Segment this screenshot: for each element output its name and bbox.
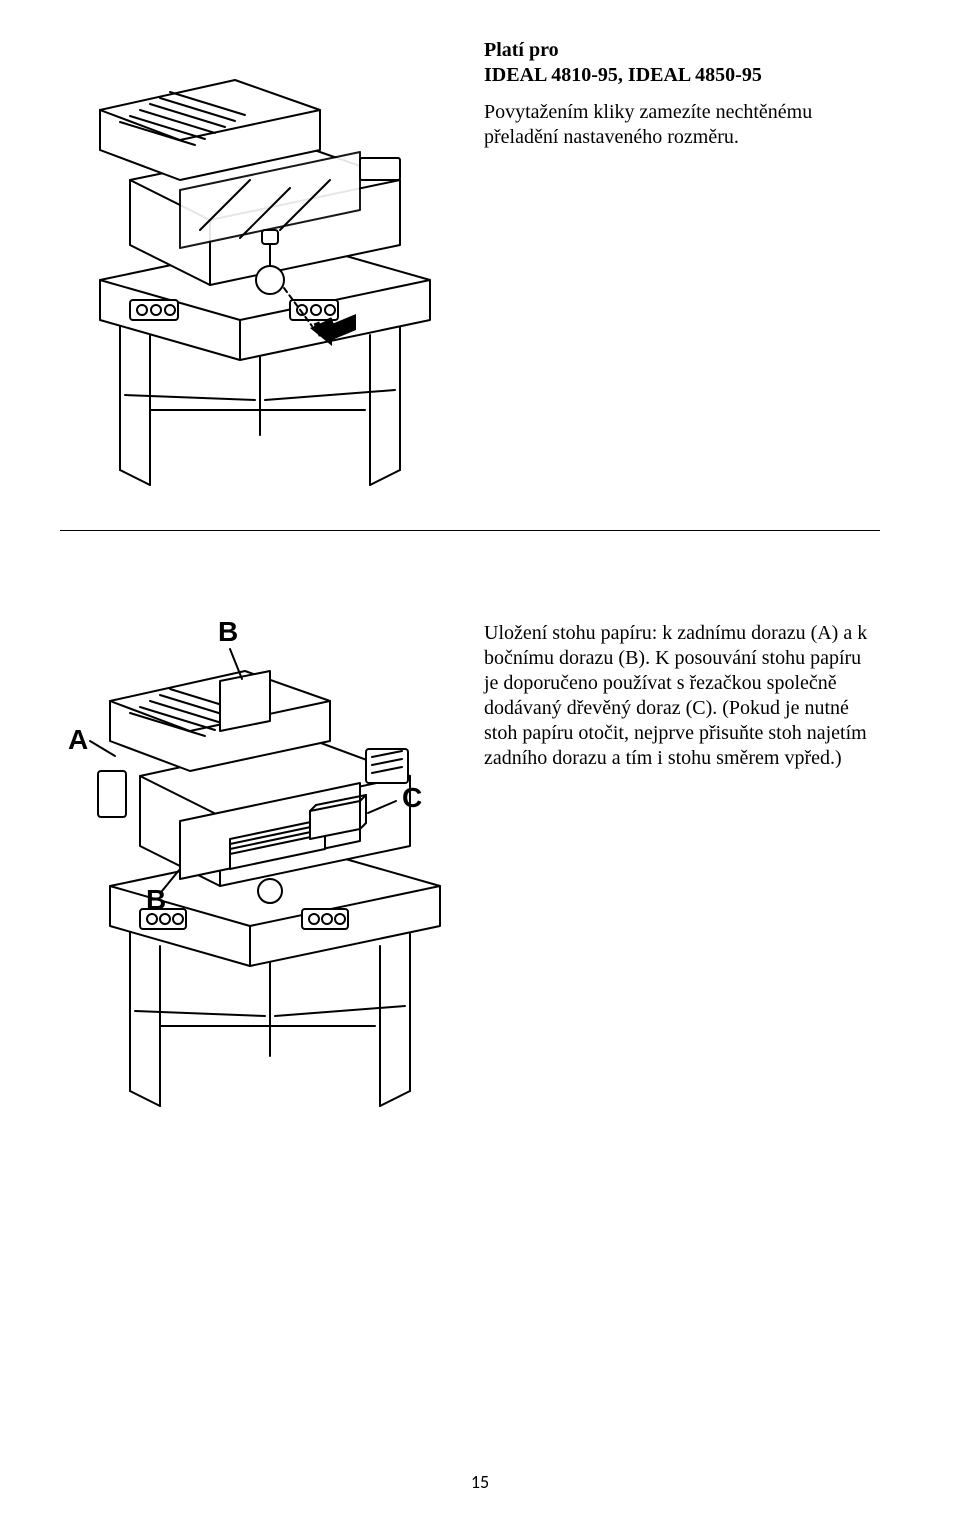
page-container: Platí pro IDEAL 4810-95, IDEAL 4850-95 P… <box>0 0 960 1517</box>
label-B-bottom: B <box>146 884 166 915</box>
text-top: Platí pro IDEAL 4810-95, IDEAL 4850-95 P… <box>484 30 880 490</box>
bottom-paragraph: Uložení stohu papíru: k zadnímu dorazu (… <box>484 621 880 771</box>
section-divider <box>60 530 880 531</box>
model-list: IDEAL 4810-95, IDEAL 4850-95 <box>484 63 880 88</box>
text-bottom: Uložení stohu papíru: k zadnímu dorazu (… <box>484 581 880 1121</box>
cutter-pull-crank-illustration <box>60 30 460 490</box>
label-B-top: B <box>218 616 238 647</box>
valid-for-label: Platí pro <box>484 38 880 63</box>
figure-top <box>60 30 460 490</box>
page-number: 15 <box>0 1471 960 1493</box>
cutter-paper-loading-illustration: A B B C <box>60 581 460 1121</box>
label-C: C <box>402 782 422 813</box>
label-A: A <box>68 724 88 755</box>
top-paragraph: Povytažením kliky zamezíte nechtěnému př… <box>484 100 880 150</box>
figure-bottom: A B B C <box>60 581 460 1121</box>
section-bottom: A B B C Uložení stohu papíru: k zadnímu … <box>60 581 880 1121</box>
section-top: Platí pro IDEAL 4810-95, IDEAL 4850-95 P… <box>60 30 880 490</box>
